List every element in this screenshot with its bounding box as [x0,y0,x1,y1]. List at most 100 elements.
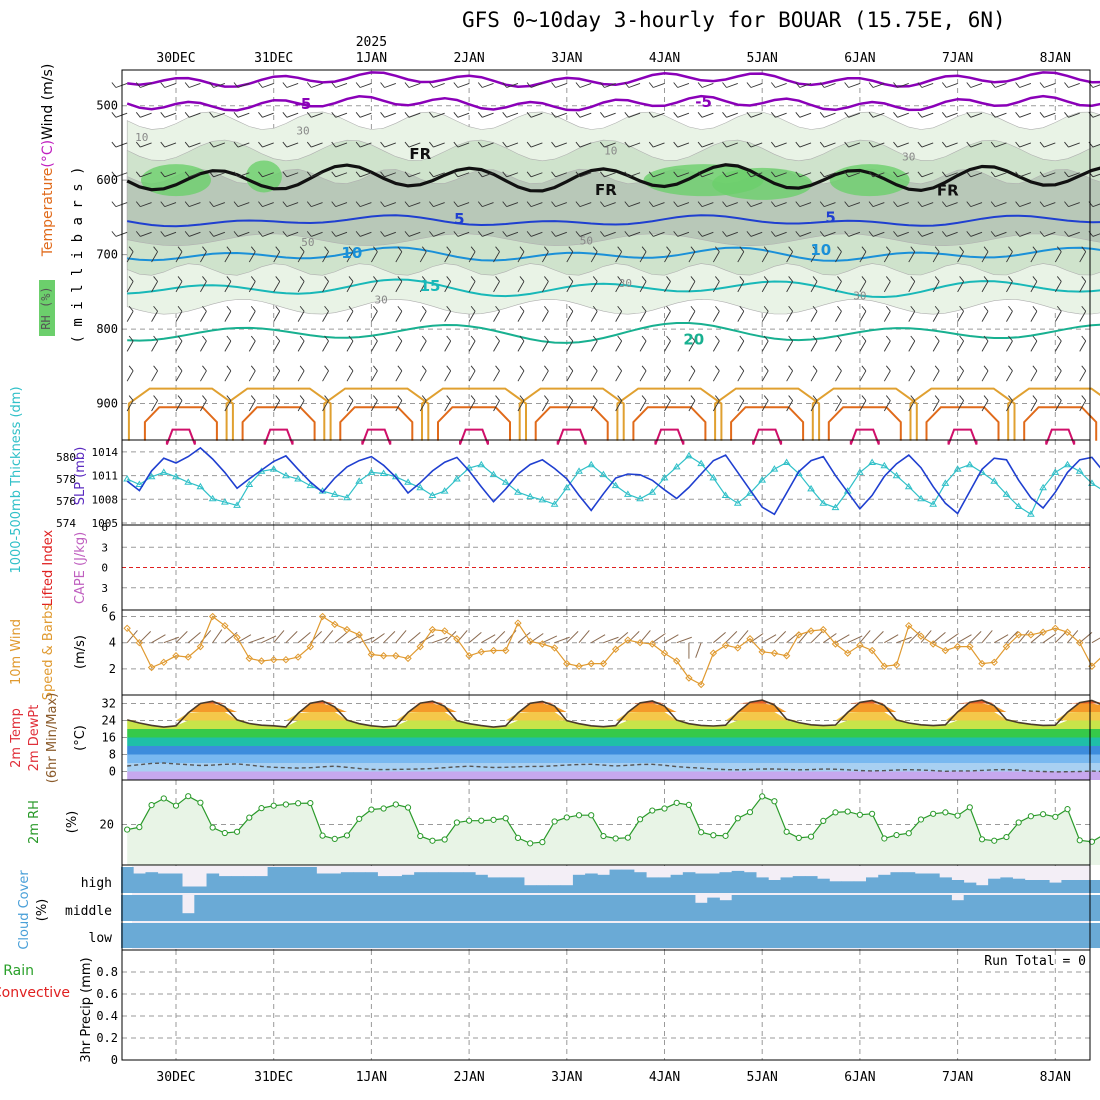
upper-wind-barb [1068,231,1080,237]
upper-wind-barb [188,142,201,148]
upper-wind-barb [835,400,842,412]
upper-wind-barb [224,311,232,322]
temp-color-band [127,746,1100,755]
cloud-cover-bar-low [866,923,879,948]
cloud-cover-bar-low [487,923,501,948]
upper-wind-barb-flag [209,82,214,88]
wind10m-barb [383,631,396,644]
thickness-point [282,471,290,479]
upper-wind-barb-flag [763,335,769,342]
upper-wind-barb-flag [600,201,605,207]
date-label-bottom: 7JAN [942,1070,973,1085]
upper-wind-barb-flag [153,365,158,372]
upper-wind-barb [541,370,549,382]
upper-wind-barb [639,251,647,263]
upper-wind-barb-flag [617,365,623,372]
upper-wind-barb-flag [226,395,232,401]
wind10m-speed-point [990,658,998,667]
upper-wind-barb-flag [1081,335,1087,342]
wind10m-barb [566,631,579,644]
upper-wind-barb-flag [1081,276,1087,282]
upper-wind-barb [970,202,983,208]
upper-wind-barb-flag [111,171,117,178]
upper-wind-barb [359,112,372,118]
cloud-cover-bar-middle [475,895,488,921]
upper-wind-barb [1006,370,1013,382]
upper-wind-barb-flag [373,365,378,372]
upper-wind-barb [140,142,152,148]
cloud-cover-bar-high [597,874,610,893]
upper-wind-barb [688,340,696,352]
upper-wind-barb-flag [348,365,354,372]
wind10m-barb [175,631,188,644]
upper-wind-barb-flag [795,112,801,118]
upper-wind-barb [897,231,909,237]
upper-wind-barb-flag [959,365,964,372]
cloud-cover-bar-high [401,874,415,893]
cloud-cover-bar-middle [939,895,952,921]
upper-wind-barb [712,251,720,263]
upper-wind-barb [872,202,885,208]
upper-wind-barb-flag [763,305,769,312]
rh2m-point [392,801,399,808]
cloud-cover-bar-high [890,872,904,893]
upper-wind-barb-flag [275,365,281,372]
isotherm-surface-2 [263,428,294,445]
upper-wind-barb [444,340,452,352]
upper-wind-barb-flag [397,246,403,252]
upper-wind-barb [262,142,274,148]
rh2m-point [136,824,143,831]
wind10m-speed-point [1051,624,1060,633]
upper-wind-barb-flag [184,141,190,148]
cloud-cover-bar-low [1049,923,1062,948]
cloud-cover-bar-low [230,923,244,948]
upper-wind-barb [639,311,647,322]
isotherm-surface-0 [518,387,625,441]
upper-wind-barb [482,112,494,118]
upper-wind-barb [677,112,690,118]
rh2m-point [527,840,534,847]
wind10m-speed-point [477,648,486,656]
upper-wind-barb [311,172,323,178]
upper-wind-barb-flag [910,276,916,282]
upper-wind-barb [824,112,836,118]
upper-wind-barb-flag [641,246,647,252]
upper-wind-barb-flag [910,365,916,372]
isotherm-surface-2 [556,428,587,445]
cloud-cover-bar-low [182,923,195,948]
upper-wind-barb-flag [202,395,207,401]
upper-wind-barb-flag [690,246,696,252]
upper-wind-barb [371,400,378,412]
cloud-cover-bar-high [194,886,207,893]
upper-wind-barb-flag [128,365,134,372]
upper-wind-barb [273,251,281,263]
upper-wind-barb-flag [844,201,849,207]
upper-wind-barb [701,112,714,118]
upper-wind-barb-flag [1064,171,1069,178]
upper-wind-barb [297,251,305,263]
wind10m-barb [468,632,482,644]
rh2m-point [270,802,277,809]
upper-wind-barb [126,370,134,382]
wind10m-barb [761,634,777,644]
cloud-cover-bar-middle [780,895,794,921]
thickness-point [990,477,999,484]
upper-wind-barb-flag [893,141,898,148]
upper-wind-barb [346,251,354,263]
slp-tick-label: 1005 [92,517,119,530]
upper-wind-barb [737,400,745,412]
upper-wind-barb-flag [128,305,134,312]
rh2m-point [1003,833,1010,841]
cloud-cover-bar-low [731,923,745,948]
isotherm-surface-1 [827,406,902,441]
upper-wind-barb-flag [966,201,972,207]
upper-wind-barb [346,370,354,382]
upper-wind-barb-flag [990,141,996,148]
upper-wind-barb-flag [453,171,459,178]
upper-wind-barb-flag [324,365,329,372]
rh-contour-label: 30 [375,293,388,306]
wind10m-barb [1042,633,1057,644]
upper-wind-barb [433,112,445,118]
upper-wind-barb-flag [959,246,964,252]
upper-wind-barb [970,112,983,118]
